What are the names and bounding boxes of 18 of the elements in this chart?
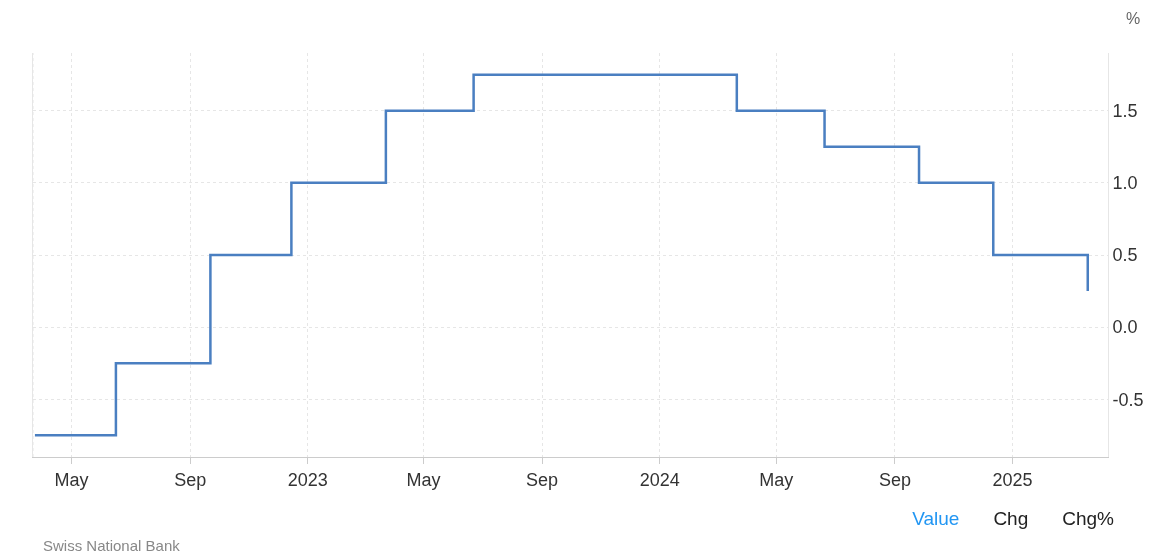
text: Swiss National Bank (43, 537, 181, 554)
x-tick-label: 2024 (639, 469, 680, 490)
x-tick-label: May (54, 469, 89, 490)
y-tick-label: 1.5 (1112, 101, 1138, 122)
change-tab[interactable]: Chg% (1062, 508, 1114, 530)
y-axis-title: % (1126, 10, 1141, 27)
x-tick-label: 2025 (992, 469, 1033, 490)
x-tick-label: 2023 (287, 469, 328, 490)
change-tab[interactable]: Chg (993, 508, 1029, 530)
y-tick-label: 0.0 (1112, 317, 1138, 338)
x-tick-label: May (406, 469, 441, 490)
x-tick-label: Sep (878, 469, 911, 490)
y-tick-label: 1.0 (1112, 173, 1138, 194)
y-tick-label: -0.5 (1112, 389, 1144, 410)
x-tick-label: Sep (174, 469, 207, 490)
x-tick-label: Sep (526, 469, 559, 490)
x-tick-label: May (759, 469, 794, 490)
y-tick-label: 0.5 (1112, 245, 1138, 266)
